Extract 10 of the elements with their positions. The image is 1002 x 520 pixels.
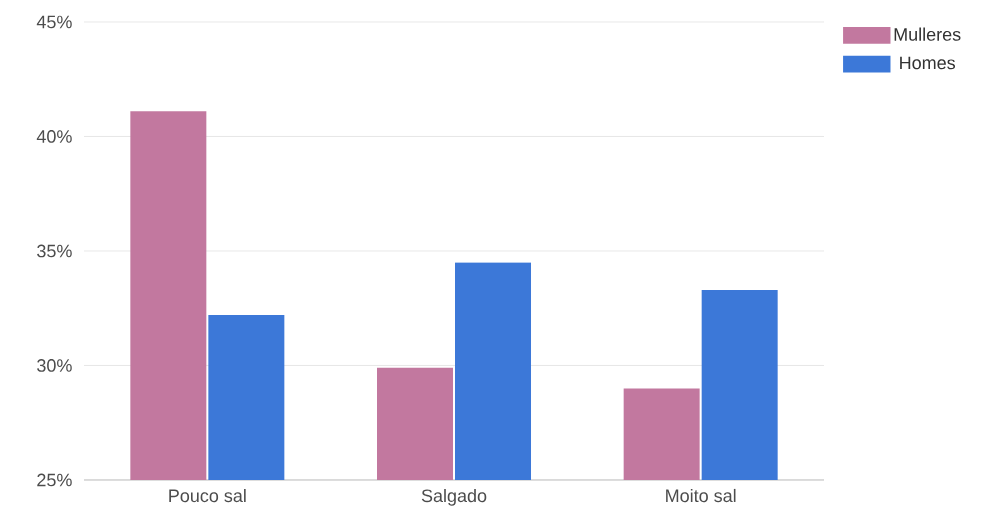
legend-label: Homes: [900, 56, 956, 70]
y-tick-label: 35%: [37, 244, 72, 258]
y-tick-label: 30%: [37, 359, 72, 372]
y-tick-label: 40%: [36, 130, 72, 143]
x-tick-label: Moito sal: [666, 488, 736, 503]
legend-label: Mulleres: [894, 27, 961, 41]
x-tick-label: Salgado: [421, 488, 487, 506]
y-tick-label: 45%: [36, 15, 72, 29]
y-tick-label: 25%: [37, 473, 72, 487]
x-tick-label: Pouco sal: [169, 488, 246, 503]
